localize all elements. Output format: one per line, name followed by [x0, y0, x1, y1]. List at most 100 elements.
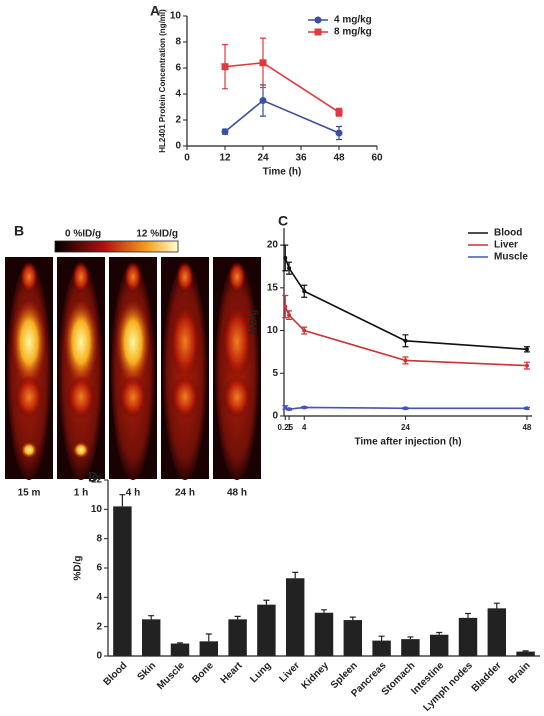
bar: [199, 641, 219, 656]
pet-abdomen: [223, 375, 251, 419]
legend-label: Muscle: [494, 252, 528, 263]
marker: [287, 407, 292, 412]
panel-label: B: [14, 223, 24, 239]
error-bar: [263, 599, 270, 605]
error-bar: [378, 635, 385, 641]
bar: [429, 634, 449, 656]
x-tick-label: 24: [401, 423, 410, 432]
error-bar: [119, 494, 126, 507]
marker: [221, 128, 229, 136]
y-tick-label: 2: [175, 115, 181, 126]
bar: [343, 620, 363, 656]
frame-label: 4 h: [126, 488, 140, 499]
error-bar: [522, 650, 529, 652]
y-tick-label: 0: [96, 651, 102, 662]
error-bar: [205, 633, 212, 642]
legend-label: 8 mg/kg: [334, 27, 372, 38]
y-tick-label: 6: [96, 563, 102, 574]
pet-bladder: [21, 442, 37, 458]
y-tick-label: 8: [175, 37, 181, 48]
x-tick-label: 0.25: [277, 423, 293, 432]
legend-label: Blood: [494, 228, 522, 239]
bar: [487, 608, 507, 656]
marker: [287, 266, 292, 271]
colorbar: [54, 240, 179, 253]
marker: [524, 347, 529, 352]
marker: [302, 289, 307, 294]
marker: [335, 108, 343, 116]
error-bar: [148, 615, 155, 620]
pet-torso: [116, 300, 150, 384]
marker: [524, 406, 529, 411]
frame-label: 48 h: [227, 488, 247, 499]
bar: [372, 640, 391, 656]
x-tick-label: 12: [219, 153, 231, 164]
y-tick-label: 10: [267, 325, 279, 336]
pet-abdomen: [119, 375, 147, 419]
y-axis-label: %D/g: [249, 310, 260, 335]
x-tick-label: 48: [333, 153, 345, 164]
y-tick-label: 12: [91, 475, 103, 486]
panel-label: C: [278, 213, 288, 229]
y-tick-label: 15: [267, 282, 279, 293]
panel-label: D: [88, 469, 98, 485]
x-tick-label: 60: [371, 153, 383, 164]
y-tick-label: 20: [267, 240, 279, 251]
x-axis-label: Time (h): [263, 167, 302, 178]
pet-torso: [222, 304, 252, 380]
bar: [141, 619, 161, 656]
marker: [259, 59, 267, 67]
colorbar-label: 12 %ID/g: [136, 229, 178, 240]
bar: [516, 651, 535, 656]
marker: [302, 405, 307, 410]
y-tick-label: 0: [175, 141, 181, 152]
marker: [287, 313, 292, 318]
bar: [285, 578, 305, 656]
pet-abdomen: [171, 375, 199, 419]
pet-head: [124, 261, 142, 293]
marker: [524, 363, 529, 368]
marker: [283, 255, 288, 260]
y-tick-label: 6: [175, 63, 181, 74]
bar: [113, 506, 132, 656]
frame-label: 1 h: [74, 488, 88, 499]
y-tick-label: 8: [96, 533, 102, 544]
error-bar: [436, 631, 443, 635]
bar: [401, 639, 420, 656]
y-tick-label: 10: [170, 11, 182, 22]
bar: [314, 612, 334, 656]
marker: [403, 406, 408, 411]
pet-torso: [64, 300, 98, 384]
frame-label: 15 m: [18, 488, 41, 499]
bar: [228, 619, 247, 656]
marker: [221, 63, 229, 71]
y-tick-label: 10: [91, 504, 103, 515]
pet-torso: [170, 304, 200, 380]
error-bar: [349, 616, 356, 621]
error-bar: [321, 609, 327, 613]
pet-abdomen: [67, 375, 95, 419]
y-tick-label: 4: [96, 592, 102, 603]
legend-marker: [314, 16, 322, 24]
y-tick-label: 5: [272, 368, 278, 379]
bar: [257, 604, 276, 656]
marker: [403, 338, 408, 343]
y-tick-label: 2: [96, 621, 102, 632]
pet-head: [20, 261, 38, 293]
x-tick-label: 4: [302, 423, 307, 432]
legend-label: 4 mg/kg: [334, 15, 372, 26]
x-tick-label: 24: [257, 153, 269, 164]
y-tick-label: 4: [175, 89, 181, 100]
marker: [302, 328, 307, 333]
pet-torso: [12, 300, 46, 384]
panel-label: A: [150, 3, 160, 19]
pet-abdomen: [15, 375, 43, 419]
x-axis-label: Time after injection (h): [354, 437, 461, 448]
y-axis-label: %D/g: [73, 556, 84, 581]
pet-head: [72, 261, 90, 293]
x-tick-label: 1: [287, 423, 292, 432]
x-tick-label: 36: [295, 153, 307, 164]
y-tick-label: 0: [272, 411, 278, 422]
marker: [403, 358, 408, 363]
